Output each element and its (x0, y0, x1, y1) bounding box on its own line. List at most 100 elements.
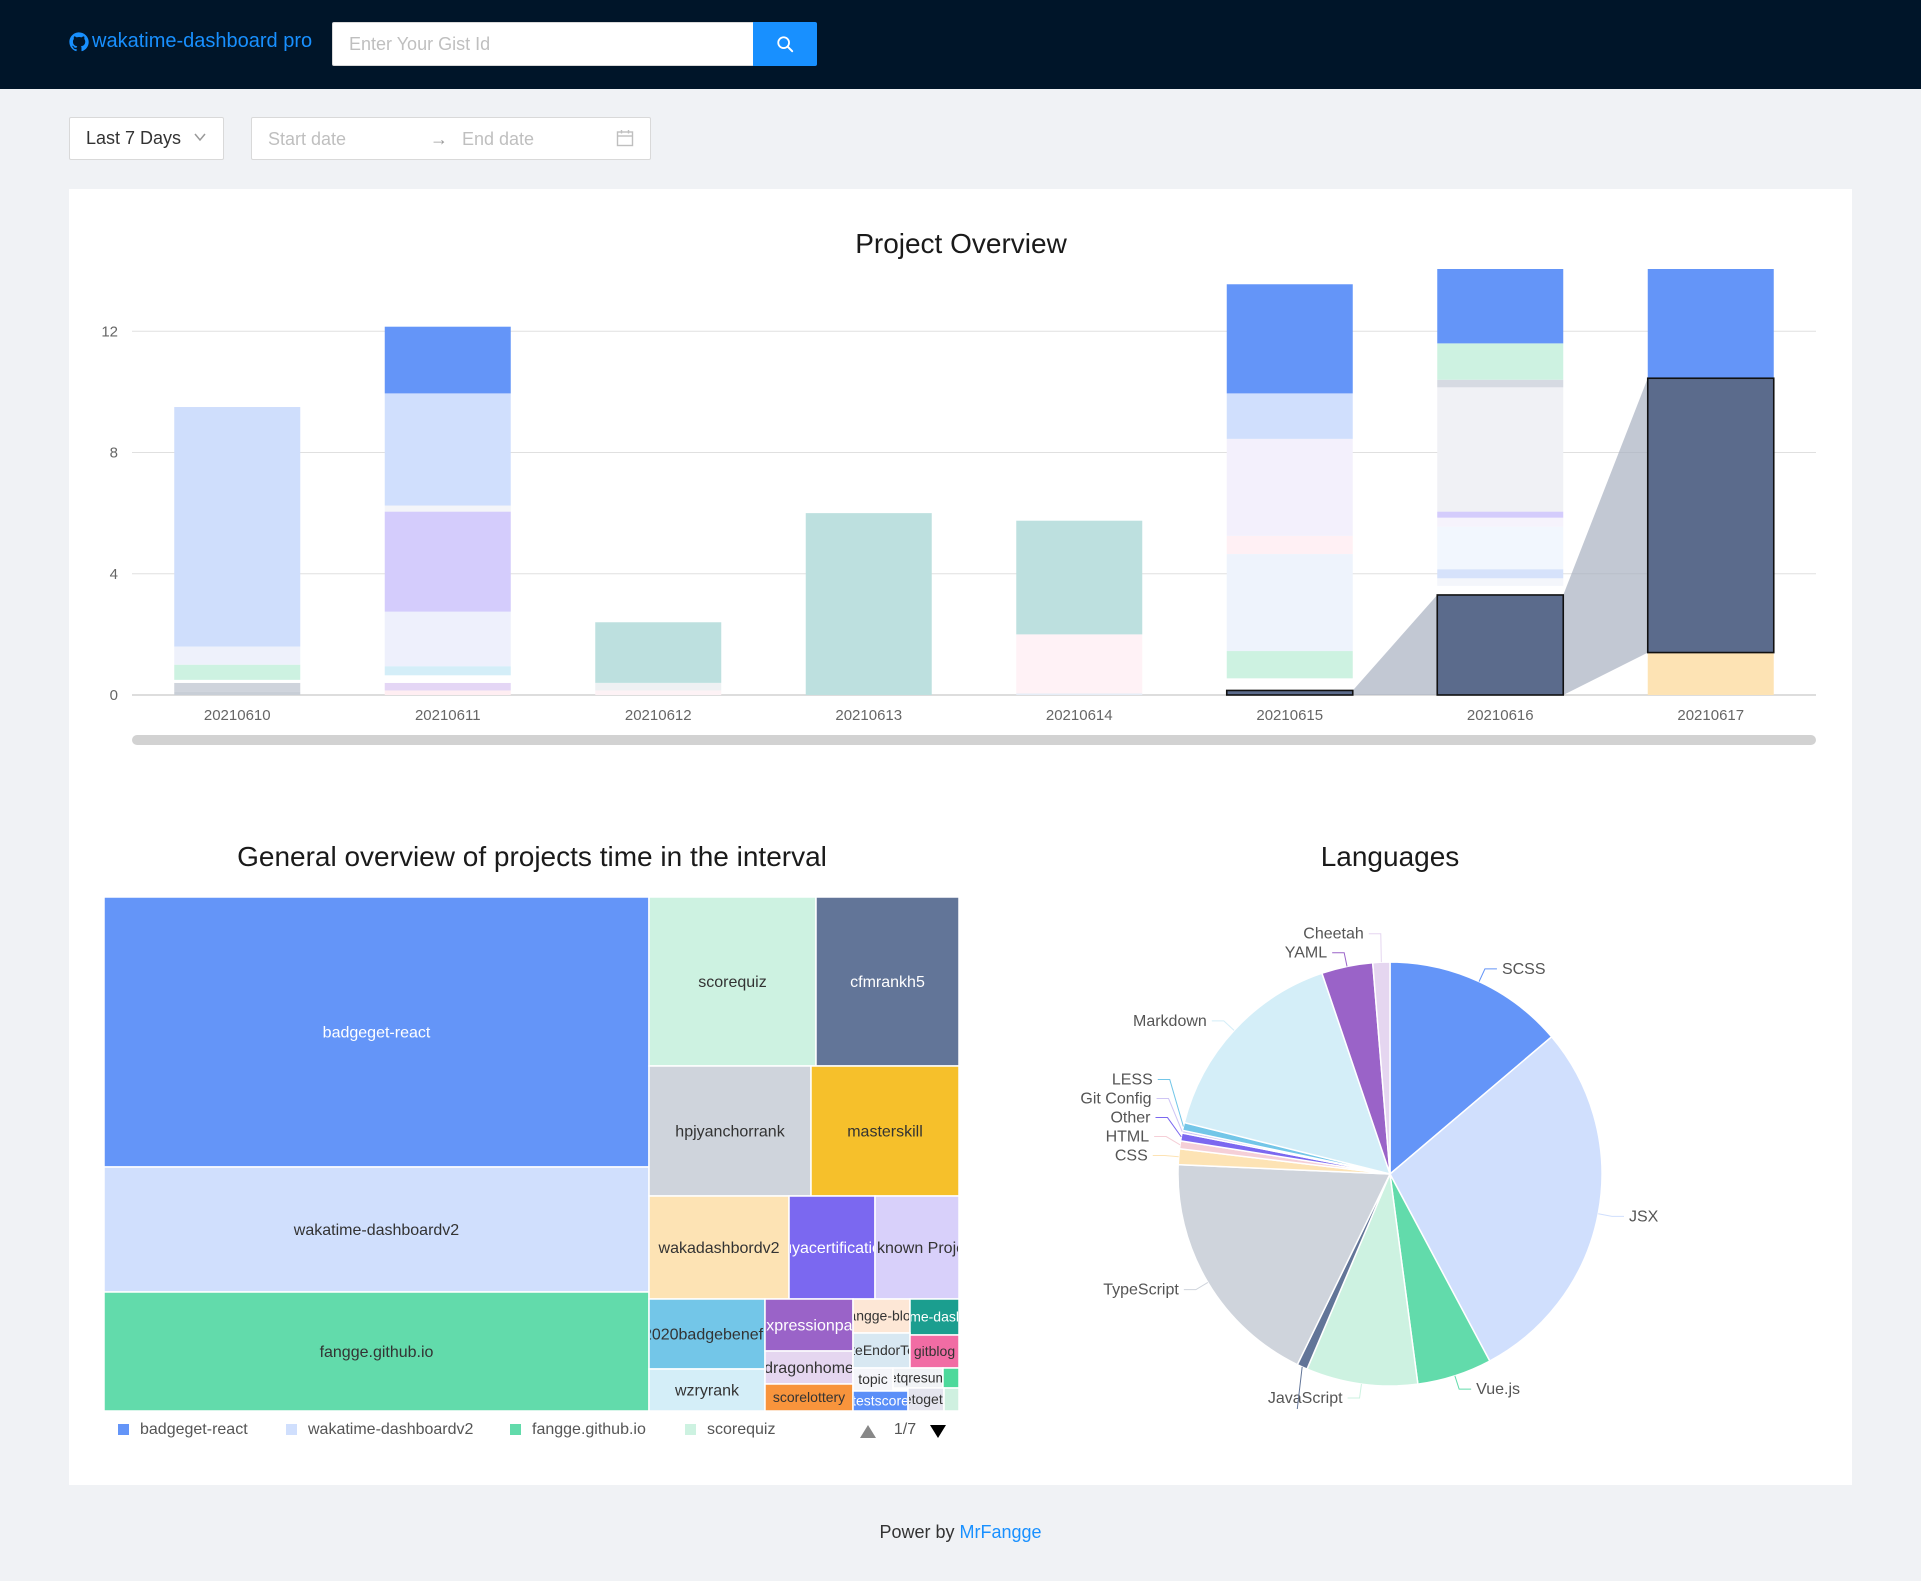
pie-slice[interactable] (1177, 1163, 1392, 1366)
treemap-cell[interactable]: wakadashbordv2 (648, 1195, 790, 1300)
app-name: wakatime-dashboard pro (92, 30, 313, 52)
bar-segment (1437, 343, 1564, 380)
legend-label: scorequiz (707, 1421, 775, 1438)
treemap-cell[interactable]: Unknown Project (857, 1195, 960, 1300)
bar-segment (1437, 569, 1564, 579)
pie-label: Vue.js (1476, 1381, 1520, 1398)
projects-treemap: badgeget-react wakatime-dashboardv2 fangge… (104, 897, 960, 1412)
arrow-right-icon: → (430, 129, 448, 149)
treemap-cell[interactable]: wakatime-dashboardv2 (104, 1166, 650, 1293)
bar-segment (805, 513, 932, 695)
treemap-label: badgeget-react (323, 1024, 431, 1041)
treemap-cell[interactable]: fangge.github.io (104, 1291, 650, 1412)
treemap-cell[interactable] (942, 1367, 960, 1389)
treemap-label: fangge.github.io (320, 1344, 434, 1361)
x-tick-label: 20210614 (1046, 707, 1113, 724)
treemap-cell[interactable]: wakatime-dashboard (869, 1298, 960, 1336)
treemap-label: cfmrankh5 (850, 974, 925, 991)
treemap-cell[interactable]: fangge-blog (845, 1298, 919, 1334)
treemap-rect (764, 1350, 854, 1385)
search-button[interactable] (753, 22, 817, 66)
legend-item[interactable]: badgeget-react (118, 1421, 248, 1438)
treemap-cell[interactable]: gitblog (909, 1334, 960, 1369)
treemap-legend: badgeget-react wakatime-dashboardv2 fangge… (118, 1421, 946, 1438)
treemap-cell[interactable]: hpjyanchorrank (648, 1065, 812, 1197)
treemap-rect (942, 1367, 960, 1389)
bar-segment (384, 682, 511, 691)
date-range-picker[interactable]: Start date → End date (251, 117, 651, 160)
treemap-cell[interactable]: scorequiz (648, 897, 817, 1067)
bar-segment (384, 690, 511, 695)
treemap-cell[interactable]: badgeget-react (104, 897, 650, 1168)
treemap-cell[interactable]: testscore (852, 1390, 909, 1412)
pie-label: Other (1110, 1110, 1151, 1127)
legend-item[interactable]: scorequiz (685, 1421, 775, 1438)
pie-label: HTML (1106, 1129, 1150, 1146)
range-select-value: Last 7 Days (86, 128, 182, 148)
treemap-label: wakadashbordv2 (658, 1240, 780, 1257)
treemap-rect (874, 1195, 960, 1300)
calendar-icon (616, 130, 634, 147)
treemap-cell[interactable]: huyacertification (774, 1195, 890, 1300)
pie-label: Git Config (1080, 1091, 1151, 1108)
search-icon (777, 36, 794, 53)
gist-id-input[interactable] (332, 22, 753, 66)
treemap-label: wakatime-dashboard (869, 1309, 960, 1325)
treemap-cell[interactable]: expressionpay (757, 1298, 860, 1352)
treemap-rect (764, 1383, 854, 1412)
bar-segment (1437, 511, 1564, 518)
legend-label: wakatime-dashboardv2 (307, 1421, 474, 1438)
pie-label: CSS (1115, 1148, 1148, 1165)
treemap-label: wzryrank (674, 1382, 740, 1399)
project-overview-title: Project Overview (855, 228, 1067, 259)
treemap-cell[interactable]: 2020badgebenefit (643, 1298, 772, 1370)
bar-segment (1437, 269, 1564, 344)
legend-swatch (286, 1424, 297, 1435)
pie-label: LESS (1112, 1072, 1153, 1089)
pie-label-line (1598, 1213, 1624, 1217)
legend-swatch (118, 1424, 129, 1435)
treemap-rect (648, 1298, 766, 1370)
bar-segment (384, 611, 511, 667)
treemap-cell[interactable]: dragonhome (764, 1350, 854, 1385)
bar-segment (174, 407, 301, 647)
treemap-cell[interactable]: cfmrankh5 (815, 897, 960, 1067)
treemap-label: dragonhome (764, 1360, 854, 1377)
treemap-rect (104, 1291, 650, 1412)
x-tick-label: 20210613 (835, 707, 902, 724)
legend-item[interactable]: wakatime-dashboardv2 (286, 1421, 474, 1438)
treemap-label: getqresume (881, 1370, 955, 1386)
pie-slice[interactable] (1306, 1171, 1419, 1387)
treemap-cell[interactable]: wzryrank (648, 1368, 766, 1412)
treemap-label: fangge-blog (845, 1308, 919, 1324)
legend-item[interactable]: fangge.github.io (510, 1421, 646, 1438)
highlight-outline (1646, 377, 1775, 654)
triangle-down-icon[interactable] (930, 1425, 946, 1438)
treemap-rect (648, 1368, 766, 1412)
treemap-cell[interactable]: masterskill (810, 1065, 960, 1197)
start-date-input[interactable]: Start date (268, 129, 347, 149)
legend-label: fangge.github.io (532, 1421, 646, 1438)
pie-label-line (1454, 1375, 1472, 1390)
bar-segment (1226, 678, 1353, 691)
pie-label: TypeScript (1103, 1282, 1179, 1299)
bar-segment (1226, 651, 1353, 679)
bar-segment (595, 690, 722, 695)
pie-label-line (1152, 1155, 1179, 1158)
treemap-cell[interactable] (943, 1387, 960, 1412)
app-logo[interactable]: wakatime-dashboard pro (68, 30, 312, 53)
treemap-label: huyacertification (774, 1240, 890, 1257)
pie-label: YAML (1285, 945, 1327, 962)
pie-label-line (1368, 933, 1382, 963)
triangle-up-icon[interactable] (860, 1425, 876, 1438)
treemap-cell[interactable]: topic (852, 1367, 894, 1392)
end-date-input[interactable]: End date (462, 129, 535, 149)
range-select[interactable]: Last 7 Days (69, 117, 224, 160)
bar-segment (384, 393, 511, 506)
bar-segment (1226, 690, 1353, 695)
treemap-rect (815, 897, 960, 1067)
author-link[interactable]: MrFangge (959, 1522, 1042, 1542)
treemap-cell[interactable]: scorelottery (764, 1383, 854, 1412)
data-zoom-slider[interactable] (132, 735, 1816, 745)
pie-label-line (1156, 1098, 1183, 1132)
